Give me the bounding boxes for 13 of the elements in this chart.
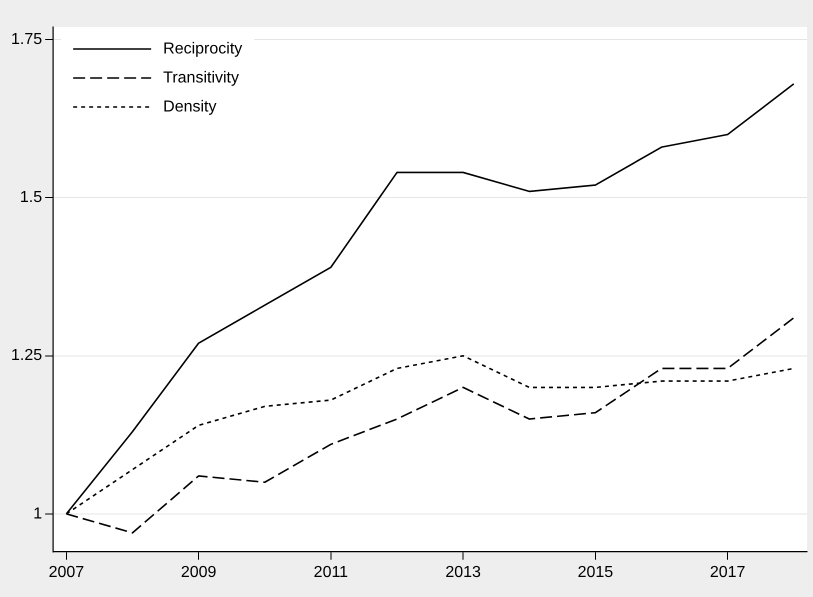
y-tick-label: 1 <box>33 505 42 522</box>
y-tick-label: 1.5 <box>20 189 42 206</box>
x-tick-label: 2007 <box>48 564 84 581</box>
x-tick-label: 2013 <box>445 564 482 581</box>
x-tick-label: 2011 <box>314 564 348 581</box>
y-tick-label: 1.25 <box>11 347 42 364</box>
x-tick-label: 2017 <box>710 564 746 581</box>
x-tick-label: 2015 <box>578 564 614 581</box>
legend-label: Transitivity <box>163 69 239 86</box>
x-tick-label: 2009 <box>180 564 217 581</box>
legend-label: Density <box>163 98 216 116</box>
y-tick-label: 1.75 <box>11 31 42 48</box>
legend-label: Reciprocity <box>163 40 242 58</box>
